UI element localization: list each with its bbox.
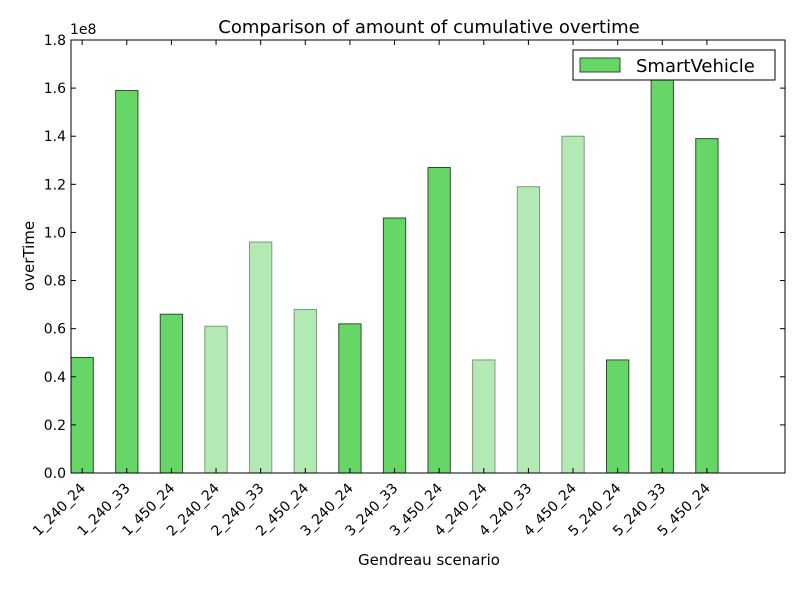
bar-2_450_24 — [293, 308, 317, 474]
bar-5_450_24 — [695, 138, 719, 474]
y-scale-label: 1e8 — [70, 22, 96, 38]
y-tick-label: 0.4 — [44, 370, 66, 386]
x-axis-label: Gendreau scenario — [358, 551, 500, 569]
bar-1_240_24 — [70, 357, 94, 474]
bar-5_240_24 — [606, 359, 630, 474]
bar-5_240_33 — [650, 77, 674, 474]
plot-frame — [70, 39, 786, 474]
y-tick-label: 0.2 — [44, 418, 66, 434]
bar-1_450_24 — [159, 313, 184, 474]
y-tick-label: 0.8 — [44, 274, 66, 290]
bar-4_240_24 — [472, 359, 496, 474]
bar-4_240_33 — [516, 186, 541, 474]
bars-group — [70, 77, 719, 474]
legend: SmartVehicle — [572, 49, 776, 81]
y-tick-label: 1.8 — [44, 33, 66, 49]
chart-title: Comparison of amount of cumulative overt… — [218, 17, 639, 38]
y-tick-label: 0.0 — [44, 466, 66, 482]
legend-swatch — [579, 57, 621, 73]
y-tick-label: 1.2 — [44, 177, 66, 193]
bar-2_240_24 — [204, 325, 228, 474]
bar-2_240_33 — [249, 241, 273, 474]
y-tick-label: 1.4 — [44, 129, 66, 145]
bar-1_240_33 — [115, 90, 139, 474]
bar-3_240_24 — [338, 323, 362, 474]
bar-3_240_33 — [382, 217, 407, 474]
legend-label: SmartVehicle — [636, 56, 755, 77]
bar-4_450_24 — [561, 135, 585, 474]
y-tick-label: 0.6 — [44, 322, 66, 338]
y-tick-label: 1.0 — [44, 225, 66, 241]
bar-3_450_24 — [427, 166, 451, 474]
y-axis-label: overTime — [20, 221, 38, 291]
y-tick-label: 1.6 — [44, 81, 66, 97]
